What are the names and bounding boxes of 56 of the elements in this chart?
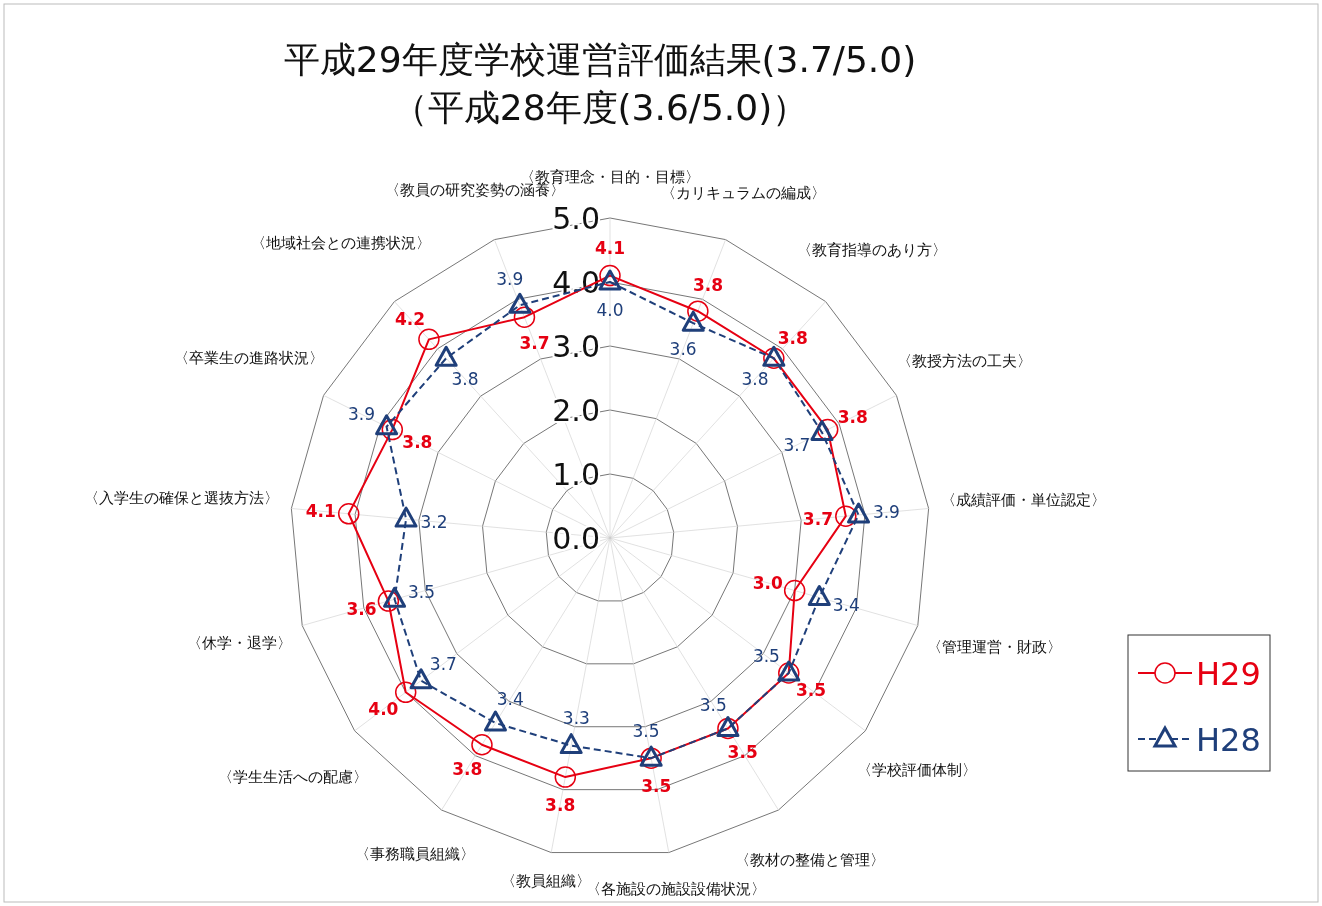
data-label: 3.7 [519,333,550,354]
data-label: 3.5 [796,679,827,700]
data-label: 3.8 [451,368,479,389]
data-label: 3.8 [692,275,724,296]
data-label: 3.9 [347,404,376,425]
data-label: 3.5 [699,694,727,715]
data-label: 3.6 [669,339,697,360]
y-tick-label: 2.0 [552,393,600,428]
data-label: 3.4 [832,595,860,616]
data-label: 3.3 [562,708,590,729]
data-label: 3.7 [429,653,457,674]
data-label: 3.9 [872,502,900,523]
legend-label: H28 [1196,721,1261,759]
data-label: 4.0 [368,699,399,720]
data-label: 4.1 [305,501,336,522]
spoke-label: 〈入学生の確保と選抜方法〉 [84,489,280,508]
spoke-label: 〈学生生活への配慮〉 [217,768,368,787]
data-label: 3.5 [632,720,660,741]
data-label: 3.8 [777,327,808,348]
spoke-label: 〈卒業生の進路状況〉 [174,349,325,368]
spoke-label: 〈事務職員組織〉 [354,844,475,863]
legend-label: H29 [1196,655,1261,693]
data-label: 4.1 [594,237,626,258]
data-label: 3.5 [407,581,436,602]
data-label: 3.5 [727,742,758,763]
y-tick-label: 5.0 [552,201,600,236]
data-label: 3.6 [346,598,377,619]
data-label: 4.0 [596,300,624,320]
data-label: 3.0 [752,572,783,593]
data-label: 3.4 [496,689,524,710]
data-label: 3.8 [452,758,483,779]
data-label: 3.8 [545,794,576,815]
spoke-label: 〈教授方法の工夫〉 [897,352,1033,371]
chart-title: 平成29年度学校運営評価結果(3.7/5.0) [283,39,917,80]
y-tick-label: 3.0 [552,329,600,364]
spoke-label: 〈学校評価体制〉 [857,761,978,780]
data-label: 3.5 [641,775,672,796]
chart-subtitle: （平成28年度(3.6/5.0)） [391,87,809,128]
data-label: 3.8 [402,432,433,453]
data-label: 3.2 [420,511,448,532]
data-label: 3.9 [496,269,524,290]
spoke-label: 〈地域社会との連携状況〉 [251,233,431,252]
y-tick-label: 1.0 [552,457,600,492]
spoke-label: 〈カリキュラムの編成〉 [661,183,827,202]
spoke-label: 〈管理運営・財政〉 [926,638,1062,657]
spoke-label: 〈成績評価・単位認定〉 [940,490,1106,509]
y-tick-label: 0.0 [552,521,600,556]
spoke-label: 〈教材の整備と管理〉 [734,851,885,870]
data-label: 3.8 [741,368,769,389]
data-label: 3.7 [802,508,833,529]
data-label: 3.7 [783,434,811,455]
data-label: 3.8 [837,407,868,428]
data-label: 3.5 [752,646,780,667]
spoke-label: 〈休学・退学〉 [187,634,293,653]
data-label: 4.2 [394,308,426,329]
spoke-label: 〈教育指導のあり方〉 [797,241,948,260]
